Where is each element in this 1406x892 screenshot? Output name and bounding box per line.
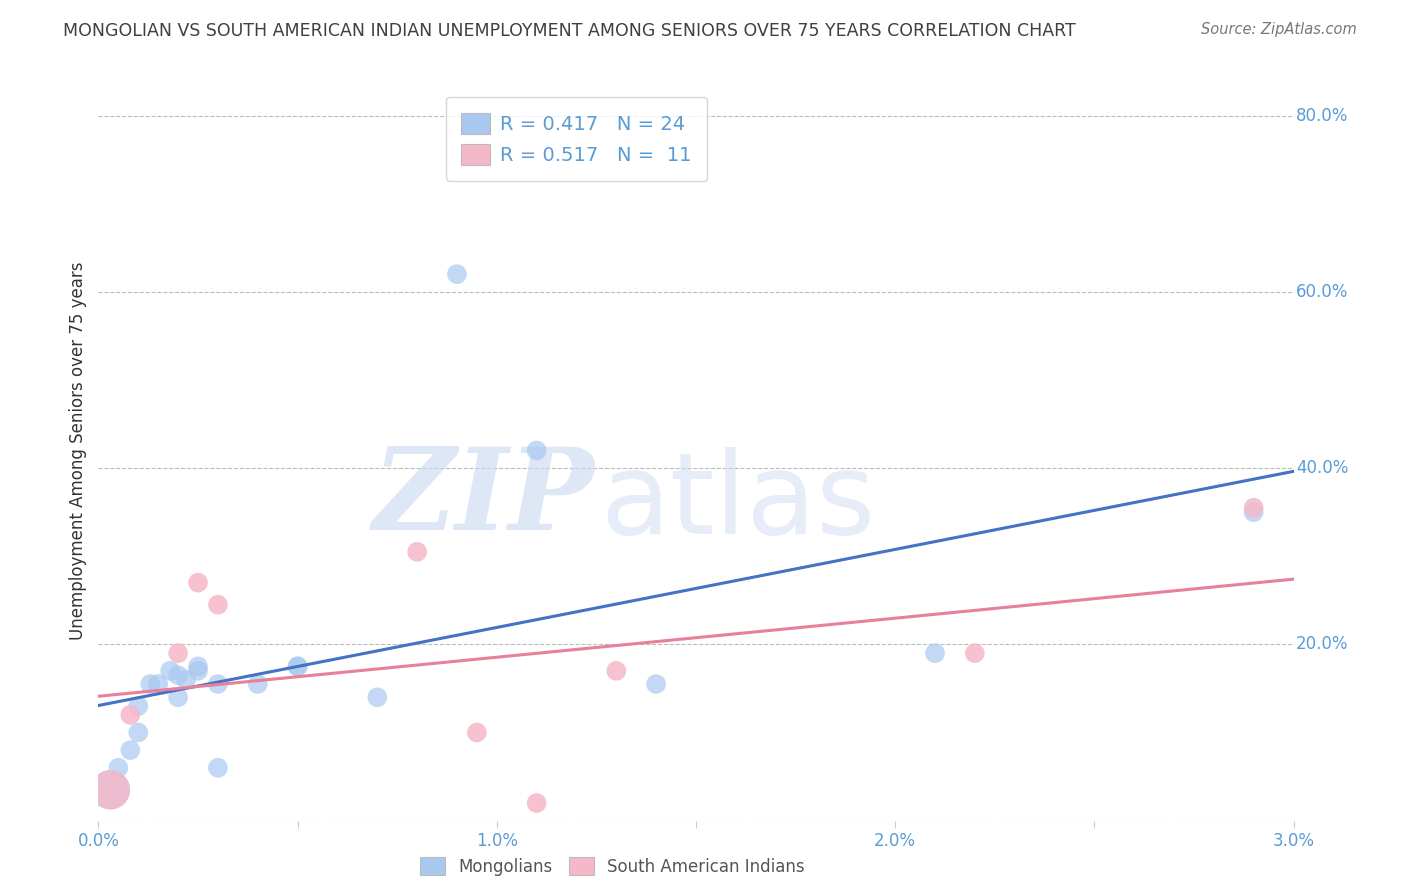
Text: 80.0%: 80.0%: [1296, 106, 1348, 125]
Point: [924, 646, 946, 660]
Point: [127, 699, 149, 714]
Point: [287, 659, 309, 673]
Point: [120, 707, 142, 722]
Point: [406, 545, 429, 559]
Text: Source: ZipAtlas.com: Source: ZipAtlas.com: [1201, 22, 1357, 37]
Point: [207, 761, 229, 775]
Point: [526, 796, 548, 810]
Point: [963, 646, 986, 660]
Point: [465, 725, 488, 739]
Point: [174, 673, 197, 687]
Point: [127, 725, 149, 739]
Point: [246, 677, 269, 691]
Point: [645, 677, 668, 691]
Point: [98, 782, 122, 797]
Y-axis label: Unemployment Among Seniors over 75 years: Unemployment Among Seniors over 75 years: [69, 261, 87, 640]
Point: [120, 743, 142, 757]
Point: [187, 664, 209, 678]
Point: [139, 677, 162, 691]
Point: [446, 267, 468, 281]
Point: [207, 677, 229, 691]
Text: 40.0%: 40.0%: [1296, 459, 1348, 477]
Point: [366, 690, 388, 705]
Point: [207, 598, 229, 612]
Text: 60.0%: 60.0%: [1296, 283, 1348, 301]
Point: [167, 646, 190, 660]
Point: [167, 668, 190, 682]
Point: [1243, 505, 1265, 519]
Point: [107, 761, 129, 775]
Point: [287, 659, 309, 673]
Point: [98, 782, 122, 797]
Text: atlas: atlas: [600, 447, 876, 558]
Text: MONGOLIAN VS SOUTH AMERICAN INDIAN UNEMPLOYMENT AMONG SENIORS OVER 75 YEARS CORR: MONGOLIAN VS SOUTH AMERICAN INDIAN UNEMP…: [63, 22, 1076, 40]
Text: ZIP: ZIP: [373, 443, 595, 554]
Point: [1243, 500, 1265, 515]
Legend: Mongolians, South American Indians: Mongolians, South American Indians: [413, 851, 811, 883]
Point: [526, 443, 548, 458]
Text: 20.0%: 20.0%: [1296, 635, 1348, 653]
Point: [167, 690, 190, 705]
Point: [187, 575, 209, 590]
Point: [605, 664, 627, 678]
Point: [159, 664, 181, 678]
Point: [187, 659, 209, 673]
Point: [148, 677, 170, 691]
